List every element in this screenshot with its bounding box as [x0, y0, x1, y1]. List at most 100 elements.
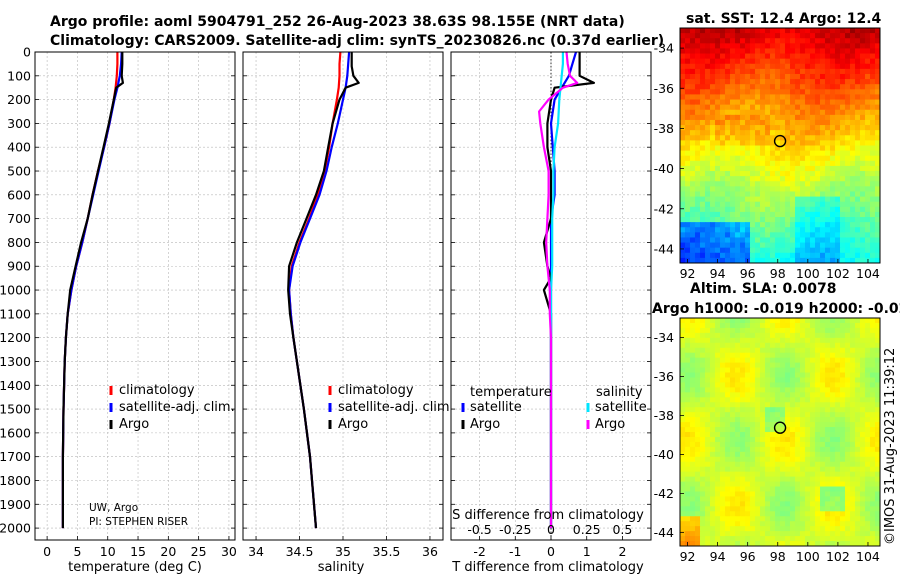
map-pixel	[780, 33, 786, 39]
map-pixel	[735, 135, 741, 141]
map-pixel	[775, 387, 781, 393]
map-pixel	[710, 541, 716, 546]
map-pixel	[690, 33, 696, 39]
map-pixel	[755, 422, 761, 428]
map-pixel	[795, 140, 801, 147]
map-pixel	[745, 322, 751, 329]
map-pixel	[740, 217, 746, 223]
map-pixel	[755, 491, 761, 498]
map-pixel	[845, 99, 851, 106]
map-pixel	[835, 466, 841, 473]
map-pixel	[865, 201, 871, 208]
map-pixel	[765, 461, 771, 468]
map-pixel	[730, 372, 736, 379]
map-pixel	[870, 531, 876, 537]
map-pixel	[865, 99, 871, 106]
y-tick-label: 1800	[0, 473, 31, 488]
map-pixel	[845, 506, 851, 512]
map-pixel	[850, 422, 856, 428]
map-pixel	[855, 201, 861, 208]
map-pixel	[865, 461, 871, 468]
map-pixel	[815, 491, 821, 498]
map-pixel	[785, 481, 791, 488]
map-pixel	[790, 94, 796, 101]
map-pixel	[725, 436, 731, 443]
map-pixel	[735, 104, 741, 111]
map-pixel	[735, 84, 741, 90]
map-pixel	[850, 155, 856, 162]
map-pixel	[810, 43, 816, 50]
map-pixel	[715, 526, 721, 532]
map-pixel	[745, 471, 751, 478]
map-pixel	[870, 28, 876, 34]
map-pixel	[800, 491, 806, 498]
map-pixel	[860, 28, 866, 34]
map-pixel	[700, 491, 706, 498]
map-pixel	[750, 541, 756, 546]
map-pixel	[870, 119, 876, 126]
map-pixel	[720, 58, 726, 65]
y-tick-label: 0	[23, 45, 31, 60]
map-pixel	[860, 196, 866, 203]
map-pixel	[755, 145, 761, 152]
map-pixel	[780, 176, 786, 182]
map-pixel	[825, 466, 831, 473]
map-pixel	[840, 327, 846, 334]
map-pixel	[730, 446, 736, 453]
map-pixel	[700, 476, 706, 483]
map-pixel	[770, 73, 776, 80]
map-pixel	[730, 318, 736, 324]
map-pixel	[800, 38, 806, 44]
map-pixel	[760, 466, 766, 473]
map-pixel	[770, 516, 776, 522]
map-pixel	[805, 322, 811, 329]
map-pixel	[800, 427, 806, 433]
map-pixel	[840, 155, 846, 162]
map-pixel	[725, 28, 731, 34]
map-pixel	[875, 372, 880, 379]
map-pixel	[770, 327, 776, 334]
map-pixel	[720, 171, 726, 177]
map-pixel	[740, 252, 746, 259]
map-pixel	[750, 165, 756, 172]
map-pixel	[765, 119, 771, 126]
map-pixel	[805, 201, 811, 208]
map-pixel	[875, 227, 880, 233]
map-pixel	[800, 63, 806, 70]
map-pixel	[690, 160, 696, 167]
map-pixel	[745, 191, 751, 198]
map-pixel	[755, 327, 761, 334]
map-pixel	[725, 461, 731, 468]
map-pixel	[820, 211, 826, 218]
map-pixel	[775, 104, 781, 111]
map-pixel	[815, 436, 821, 443]
map-pixel	[860, 79, 866, 85]
map-pixel	[835, 176, 841, 182]
map-pixel	[695, 227, 701, 233]
map-pixel	[690, 526, 696, 532]
map-pixel	[785, 68, 791, 75]
map-pixel	[730, 222, 736, 228]
map-pixel	[750, 436, 756, 443]
map-pixel	[705, 377, 711, 384]
map-pixel	[865, 337, 871, 344]
map-pixel	[795, 506, 801, 512]
map-pixel	[690, 541, 696, 546]
map-pixel	[690, 232, 696, 239]
map-pixel	[830, 196, 836, 203]
map-pixel	[820, 318, 826, 324]
map-pixel	[690, 140, 696, 147]
map-pixel	[800, 186, 806, 193]
map-pixel	[810, 94, 816, 101]
map-pixel	[820, 99, 826, 106]
map-pixel	[735, 526, 741, 532]
map-pixel	[810, 114, 816, 121]
map-pixel	[790, 407, 796, 413]
map-pixel	[700, 155, 706, 162]
map-pixel	[765, 392, 771, 398]
map-pixel	[680, 342, 686, 349]
map-pixel	[795, 496, 801, 502]
map-pixel	[750, 252, 756, 259]
map-pixel	[740, 196, 746, 203]
x-tick-label: 25	[191, 544, 207, 559]
